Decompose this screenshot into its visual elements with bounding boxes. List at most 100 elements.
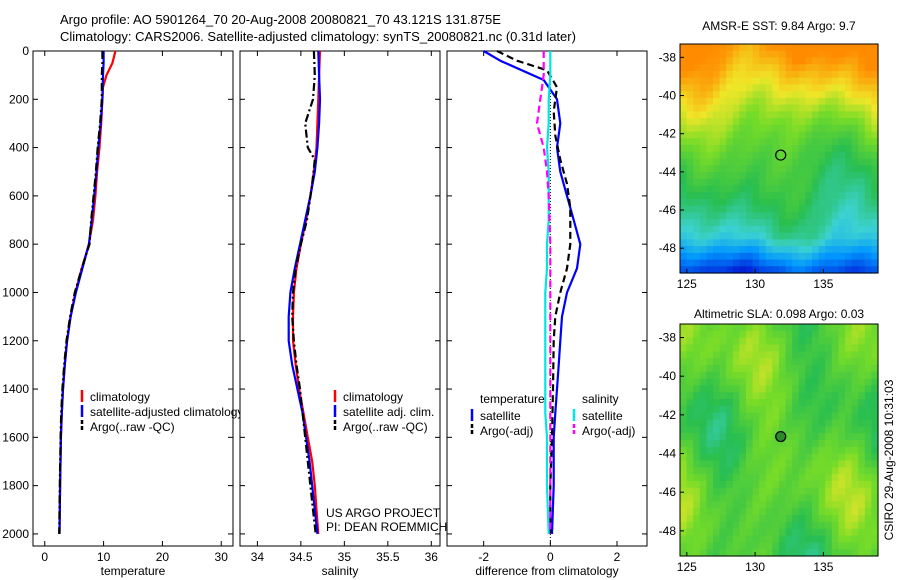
map-cell-sst <box>805 225 813 234</box>
map-cell-sla <box>752 440 760 448</box>
map-cell-sst <box>732 259 740 267</box>
map-cell-sst <box>713 70 721 79</box>
map-cell-sst <box>812 84 820 92</box>
map-cell-sst <box>732 246 740 254</box>
map-cell-sst <box>686 131 694 139</box>
map-cell-sla <box>831 364 839 373</box>
map-cell-sst <box>752 50 760 59</box>
map-cell-sla <box>739 419 747 427</box>
map-cell-sst <box>719 151 727 160</box>
map-cell-sla <box>686 412 694 421</box>
map-cell-sst <box>864 185 872 193</box>
map-cell-sla <box>706 392 714 400</box>
map-cell-sla <box>765 399 773 407</box>
map-cell-sla <box>726 515 734 523</box>
map-cell-sst <box>805 104 813 112</box>
map-cell-sst <box>713 246 721 254</box>
map-cell-sst <box>759 239 767 247</box>
map-cell-sst <box>851 165 859 173</box>
pi-label: PI: DEAN ROEMMICH <box>326 520 447 534</box>
map-cell-sla <box>871 446 879 455</box>
map-cell-sla <box>759 480 767 489</box>
map-cell-sst <box>699 239 707 247</box>
map-cell-sla <box>732 440 740 448</box>
map-cell-sst <box>871 145 879 153</box>
map-cell-sla <box>785 528 793 537</box>
map-cell-sla <box>746 480 754 489</box>
map-cell-sla <box>864 412 872 421</box>
map-cell-sst <box>858 259 866 267</box>
map-cell-sla <box>805 446 813 455</box>
map-cell-sst <box>805 252 813 261</box>
map-cell-sst <box>812 118 820 126</box>
map-cell-sst <box>693 252 701 261</box>
map-cell-sst <box>732 97 740 106</box>
float-position-marker-sla <box>775 430 787 443</box>
map-cell-sst <box>825 91 833 99</box>
map-cell-sla <box>759 494 767 503</box>
map-cell-sst <box>838 185 846 193</box>
map-cell-sla <box>864 371 872 380</box>
map-cell-sst <box>693 171 701 180</box>
map-cell-sst <box>851 124 859 133</box>
map-y-tick-label-sst: -48 <box>659 241 677 255</box>
map-cell-sst <box>726 212 734 220</box>
map-cell-sst <box>792 198 800 207</box>
map-cell-sst <box>719 50 727 59</box>
map-cell-sst <box>831 118 839 126</box>
map-cell-sla <box>805 542 813 550</box>
map-cell-sla <box>713 364 721 373</box>
map-cell-sst <box>851 44 859 52</box>
map-cell-sst <box>772 64 780 72</box>
map-cell-sla <box>772 487 780 496</box>
map-cell-sst <box>845 198 853 207</box>
map-cell-sla <box>838 337 846 346</box>
map-cell-sla <box>752 542 760 550</box>
map-cell-sst <box>812 165 820 173</box>
map-cell-sla <box>693 337 701 346</box>
map-cell-sla <box>699 412 707 421</box>
map-cell-sla <box>864 453 872 462</box>
map-cell-sla <box>851 324 859 332</box>
map-cell-sla <box>864 487 872 496</box>
map-cell-sla <box>739 399 747 407</box>
map-cell-sst <box>838 131 846 139</box>
map-cell-sla <box>772 371 780 380</box>
map-cell-sst <box>680 266 688 274</box>
map-cell-sst <box>732 219 740 227</box>
map-cell-sst <box>699 124 707 133</box>
map-cell-sla <box>871 337 879 346</box>
map-cell-sst <box>812 232 820 240</box>
map-cell-sla <box>838 549 846 557</box>
map-cell-sla <box>686 433 694 441</box>
map-cell-sst <box>693 151 701 160</box>
map-cell-sst <box>851 246 859 254</box>
map-cell-sla <box>785 501 793 509</box>
map-cell-sst <box>739 84 747 92</box>
map-cell-sla <box>818 330 826 339</box>
map-cell-sst <box>699 232 707 240</box>
map-cell-sst <box>825 266 833 274</box>
map-cell-sla <box>792 521 800 530</box>
map-cell-sst <box>680 246 688 254</box>
map-cell-sst <box>864 151 872 160</box>
map-cell-sst <box>686 198 694 207</box>
map-cell-sla <box>779 392 787 400</box>
map-cell-sst <box>779 124 787 133</box>
map-cell-sst <box>779 232 787 240</box>
map-cell-sst <box>798 171 806 180</box>
map-cell-sla <box>812 412 820 421</box>
map-cell-sla <box>713 542 721 550</box>
map-cell-sst <box>739 91 747 99</box>
map-cell-sla <box>838 440 846 448</box>
map-cell-sla <box>680 440 688 448</box>
map-cell-sst <box>686 97 694 106</box>
map-cell-sst <box>805 64 813 72</box>
map-cell-sla <box>706 399 714 407</box>
map-cell-sst <box>693 104 701 112</box>
map-cell-sla <box>792 344 800 352</box>
map-cell-sla <box>713 501 721 509</box>
map-cell-sla <box>871 378 879 387</box>
map-cell-sst <box>732 138 740 146</box>
map-cell-sla <box>858 487 866 496</box>
